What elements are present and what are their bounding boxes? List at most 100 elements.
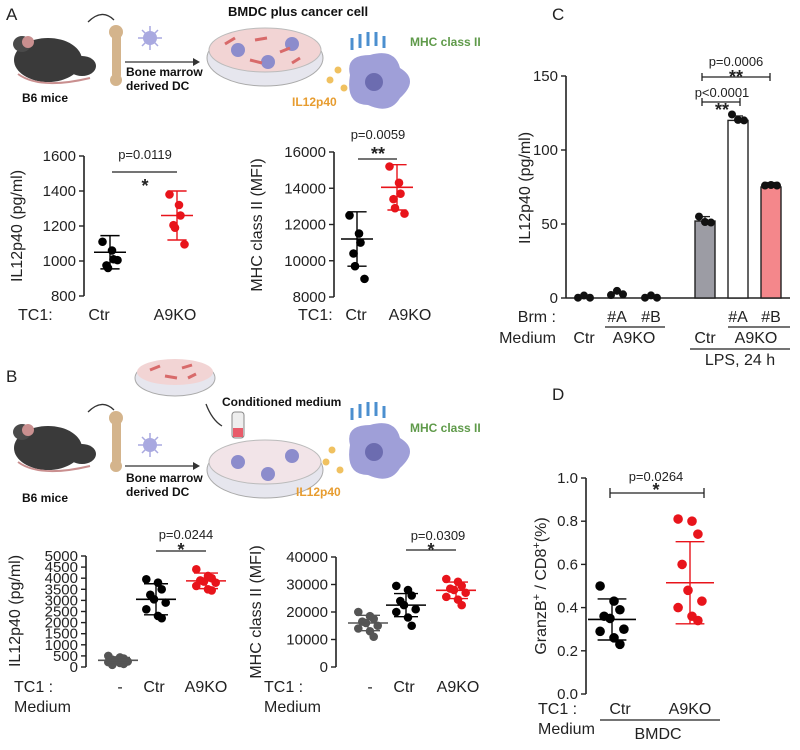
dc-with-mhc-icon-b — [322, 402, 410, 479]
row-label-2: Medium — [264, 699, 321, 716]
y-tick-label: 8000 — [293, 289, 326, 306]
data-point — [360, 274, 369, 284]
y-tick-label: 500 — [53, 648, 78, 665]
ylabel-sup2: + — [531, 542, 543, 548]
il12-label: IL12p40 — [292, 95, 337, 109]
y-axis-label: IL12p40 (pg/ml) — [7, 555, 24, 667]
data-point — [385, 162, 394, 171]
category-label-a9ko: A9KO — [389, 307, 432, 324]
data-point — [113, 255, 122, 265]
data-point — [392, 607, 401, 617]
bmdc-label-b-1: Bone marrow — [126, 471, 203, 485]
row2-ctr-label: Ctr — [573, 330, 595, 347]
il12-label-b: IL12p40 — [296, 485, 341, 499]
category-label-a9ko: A9KO — [185, 679, 228, 696]
y-tick-label: 30000 — [286, 577, 328, 594]
y-tick-label: 10000 — [286, 632, 328, 649]
y-tick-label: 16000 — [284, 144, 326, 161]
data-point — [673, 602, 683, 613]
data-point — [619, 290, 627, 299]
data-point — [695, 212, 703, 221]
data-point — [161, 598, 170, 607]
bar — [694, 220, 716, 299]
data-point — [728, 110, 736, 119]
row1-a-lps-label: #A — [728, 309, 748, 326]
ylabel-main: GranzB — [533, 600, 550, 654]
data-point — [400, 209, 409, 218]
data-point — [701, 218, 709, 226]
y-tick-label: 0 — [70, 659, 78, 676]
data-point — [394, 178, 404, 188]
y-tick-label: 40000 — [286, 549, 328, 566]
data-point — [687, 516, 697, 526]
row1-label: Brm : — [518, 309, 556, 326]
chart-a1: IL12p40 (pg/ml) 800 1000 1200 1400 1600 p=0.… — [9, 147, 196, 324]
data-point — [595, 626, 605, 637]
a9ko-group-label: A9KO — [613, 330, 656, 347]
bar — [727, 119, 749, 299]
bmdc-label-b-2: derived DC — [126, 485, 190, 499]
data-point — [349, 249, 358, 258]
data-point — [574, 293, 582, 302]
significance-stars: ** — [371, 144, 385, 164]
dc-with-mhc-icon — [326, 32, 410, 109]
y-tick-label: 2500 — [45, 604, 78, 621]
chart-d: GranzB+ / CD8+(%) 0.00.20.40.60.81.0 p=0… — [531, 469, 720, 743]
curved-arrow — [87, 13, 115, 23]
y-axis-label: IL12p40 (pg/ml) — [517, 132, 534, 244]
data-point — [615, 604, 625, 615]
category-label-ctr: Ctr — [345, 307, 367, 324]
data-point — [442, 592, 451, 602]
chart-b2: MHC class II (MFI) 0 10000 20000 30000 40000… — [248, 528, 479, 716]
data-point — [211, 578, 220, 587]
data-point — [580, 291, 588, 300]
schematic-a: B6 mice Bone marrow derived DC BMDC plus… — [13, 4, 481, 109]
mouse-icon-b — [13, 424, 96, 473]
significance-stars: * — [427, 540, 434, 560]
data-point — [142, 604, 151, 614]
row-label: TC1: — [298, 307, 333, 324]
data-point — [586, 293, 594, 302]
data-point — [407, 591, 417, 600]
y-tick-label: 0 — [550, 290, 558, 307]
data-point — [767, 181, 775, 189]
data-point — [609, 596, 619, 606]
panel-letter-c: C — [552, 5, 564, 24]
y-tick-label: 150 — [533, 68, 558, 85]
y-tick-label: 3000 — [45, 592, 78, 609]
data-point — [773, 181, 781, 190]
y-axis-label: IL12p40 (pg/ml) — [9, 170, 26, 282]
y-tick-label: 4000 — [45, 570, 78, 587]
data-point — [356, 238, 365, 247]
lps-label: LPS, 24 h — [705, 352, 775, 369]
p-value: p=0.0059 — [351, 127, 406, 142]
y-tick-label: 1200 — [43, 218, 76, 235]
data-point — [108, 660, 117, 670]
data-point — [615, 639, 625, 650]
data-point — [605, 613, 615, 624]
data-point — [389, 194, 398, 204]
category-label-none: - — [117, 679, 122, 696]
category-label-a9ko: A9KO — [154, 307, 197, 324]
data-point — [693, 529, 703, 539]
row1-b-label: #B — [641, 309, 661, 326]
data-point — [103, 263, 113, 273]
mhc-label-b: MHC class II — [410, 421, 481, 435]
category-label-ctr: Ctr — [609, 701, 631, 718]
data-point — [761, 181, 769, 190]
data-point — [180, 240, 189, 249]
y-tick-label: 0.2 — [557, 643, 578, 660]
panel-letter-a: A — [6, 5, 18, 24]
p-value: p=0.0119 — [118, 147, 172, 162]
data-point — [354, 624, 363, 633]
y-tick-label: 14000 — [284, 180, 326, 197]
significance-stars: * — [652, 480, 659, 500]
ylabel-sup1: + — [531, 594, 543, 600]
significance-stars: * — [141, 176, 148, 196]
p-value: p=0.0244 — [159, 527, 214, 542]
data-point — [354, 607, 363, 617]
bar — [760, 186, 782, 299]
data-point — [345, 211, 354, 220]
data-point — [641, 293, 649, 302]
y-tick-label: 800 — [51, 288, 76, 305]
